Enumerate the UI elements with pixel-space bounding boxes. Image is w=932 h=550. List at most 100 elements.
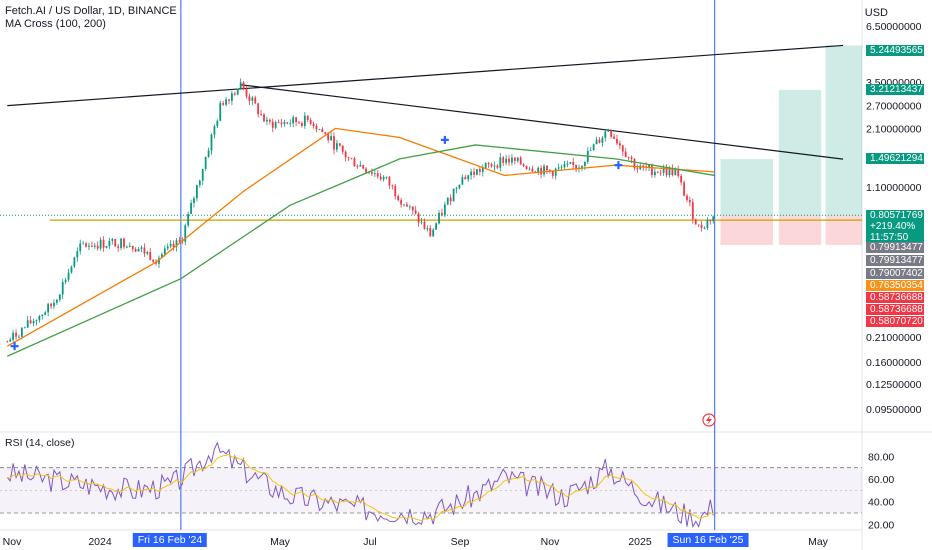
candle-body — [137, 248, 140, 252]
candle-body — [554, 168, 557, 176]
candle-body — [198, 180, 201, 186]
candle-body — [169, 243, 172, 247]
candle-body — [575, 164, 578, 169]
candle-body — [400, 200, 402, 205]
candle-body — [449, 197, 452, 202]
candle-body — [73, 257, 76, 267]
candle-body — [420, 221, 423, 223]
candle-body — [82, 243, 85, 245]
candle-body — [694, 219, 697, 225]
candle-body — [149, 252, 152, 260]
candle-body — [522, 164, 525, 167]
candle-body — [464, 177, 467, 180]
price-label: 0.79913477 — [866, 242, 924, 253]
candle-body — [274, 122, 277, 128]
candle-body — [499, 157, 502, 168]
time-axis-label: Nov — [2, 536, 22, 548]
candle-body — [123, 238, 125, 248]
candle-body — [298, 122, 300, 123]
candle-body — [636, 168, 639, 170]
candle-body — [429, 227, 432, 237]
candle-body — [35, 320, 38, 322]
candle-body — [271, 121, 274, 128]
candle-body — [85, 243, 87, 247]
indicator-legend[interactable]: MA Cross (100, 200) — [5, 18, 106, 30]
candle-body — [29, 320, 32, 324]
candle-body — [236, 88, 239, 95]
candle-body — [216, 120, 219, 127]
candle-body — [12, 332, 15, 340]
candle-body — [531, 168, 534, 172]
candle-body — [476, 169, 478, 175]
candle-body — [458, 184, 461, 189]
candle-body — [327, 133, 330, 141]
candle-body — [432, 229, 435, 237]
candle-body — [435, 223, 438, 230]
candle-body — [146, 252, 149, 254]
candle-body — [417, 213, 420, 223]
candle-body — [408, 206, 411, 208]
candle-body — [656, 171, 659, 173]
candle-body — [706, 219, 709, 228]
candle-body — [181, 241, 184, 243]
candle-body — [20, 327, 23, 337]
target-zones — [720, 45, 862, 245]
candle-body — [397, 196, 400, 201]
candle-body — [613, 136, 615, 139]
candle-body — [67, 272, 70, 280]
candle-body — [108, 240, 111, 246]
candle-body — [379, 176, 382, 180]
candle-body — [467, 175, 470, 180]
candle-body — [662, 167, 665, 173]
price-label: 0.80571769 +219.40% 11:57:50 — [866, 210, 924, 244]
candle-body — [566, 163, 569, 165]
price-tick-label: 0.21000000 — [866, 332, 922, 344]
candle-body — [301, 122, 303, 126]
candle-body — [330, 136, 332, 141]
candle-body — [321, 129, 324, 133]
candle-body — [309, 119, 312, 124]
candle-body — [292, 117, 295, 124]
candle-body — [551, 171, 554, 176]
rsi-tick-label: 80.00 — [868, 451, 894, 463]
candle-body — [32, 321, 35, 324]
candle-body — [222, 103, 225, 105]
price-label: 0.58736688 — [866, 292, 924, 303]
candle-body — [239, 82, 242, 89]
candle-body — [607, 130, 610, 132]
time-axis-label: 2024 — [88, 536, 112, 548]
candle-body — [53, 302, 55, 307]
candle-body — [125, 246, 128, 248]
time-axis-label: Jul — [363, 536, 377, 548]
rsi-tick-label: 20.00 — [868, 519, 894, 531]
candle-body — [289, 123, 292, 125]
candle-body — [519, 157, 522, 165]
price-tick-label: 0.09500000 — [866, 404, 922, 416]
candle-body — [172, 243, 175, 247]
candle-body — [210, 134, 213, 151]
candle-body — [117, 246, 120, 248]
candle-body — [341, 145, 344, 152]
candle-body — [508, 158, 510, 163]
candle-body — [700, 224, 703, 228]
price-label: 0.79913477 — [866, 255, 924, 266]
candle-body — [441, 212, 443, 216]
candle-body — [79, 243, 82, 252]
rsi-pane: 80.00 60.00 40.00 20.00 — [0, 441, 894, 531]
candle-body — [618, 143, 621, 146]
candle-body — [96, 245, 99, 249]
candle-body — [365, 168, 367, 173]
candle-body — [569, 162, 572, 164]
candle-body — [406, 204, 408, 207]
candle-body — [347, 157, 350, 159]
candle-body — [648, 164, 650, 168]
candle-body — [353, 158, 356, 167]
candle-body — [382, 177, 385, 180]
candle-body — [140, 247, 143, 249]
candlestick-series — [6, 78, 715, 343]
candle-body — [207, 150, 210, 157]
candle-body — [443, 204, 446, 216]
rsi-legend[interactable]: RSI (14, close) — [5, 437, 75, 449]
candle-body — [376, 173, 379, 177]
